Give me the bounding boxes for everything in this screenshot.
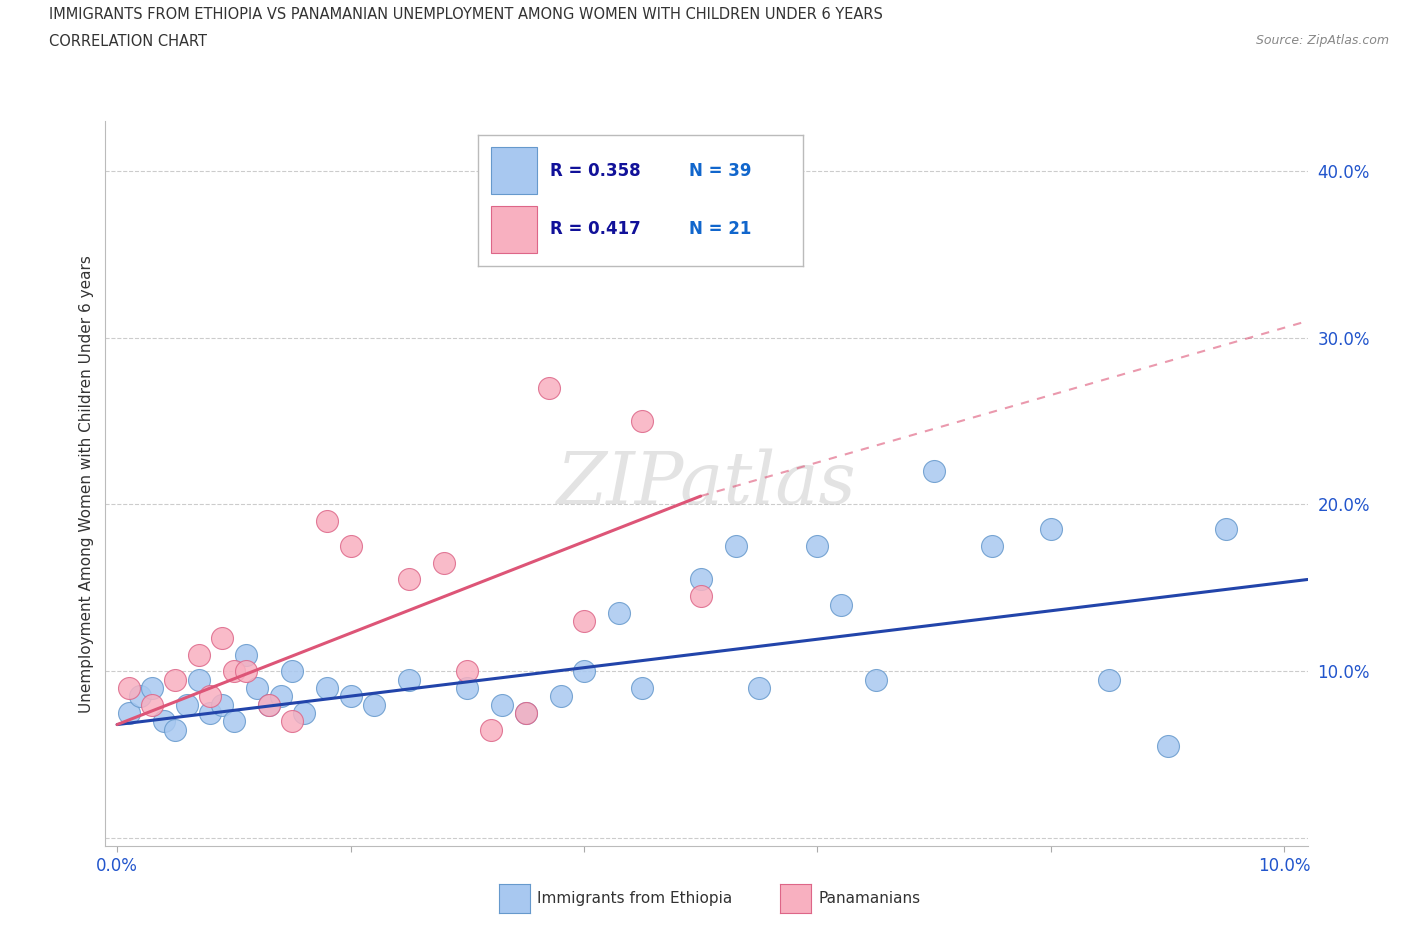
Point [165, 722, 187, 737]
Text: CORRELATION CHART: CORRELATION CHART [49, 34, 207, 49]
Point [456, 681, 478, 696]
Point [631, 681, 654, 696]
Point [572, 664, 595, 679]
Point [981, 538, 1004, 553]
Point [515, 706, 537, 721]
Point [537, 380, 560, 395]
Point [257, 698, 280, 712]
Point [339, 538, 361, 553]
Point [689, 572, 711, 587]
Point [398, 572, 420, 587]
Point [433, 555, 456, 570]
Point [339, 689, 361, 704]
Point [491, 698, 513, 712]
Point [222, 714, 245, 729]
Point [211, 698, 233, 712]
Point [292, 706, 315, 721]
Point [830, 597, 852, 612]
Point [363, 698, 385, 712]
Point [118, 681, 141, 696]
Point [748, 681, 770, 696]
Point [1156, 738, 1178, 753]
Point [257, 698, 280, 712]
Point [235, 664, 257, 679]
Point [141, 698, 163, 712]
Point [316, 513, 339, 528]
Point [187, 647, 209, 662]
Point [572, 614, 595, 629]
Point [456, 664, 478, 679]
Text: Source: ZipAtlas.com: Source: ZipAtlas.com [1256, 34, 1389, 47]
Point [246, 681, 269, 696]
Point [129, 689, 152, 704]
Point [806, 538, 828, 553]
Text: Panamanians: Panamanians [818, 891, 921, 906]
Point [187, 672, 209, 687]
Text: IMMIGRANTS FROM ETHIOPIA VS PANAMANIAN UNEMPLOYMENT AMONG WOMEN WITH CHILDREN UN: IMMIGRANTS FROM ETHIOPIA VS PANAMANIAN U… [49, 7, 883, 21]
Point [222, 664, 245, 679]
Point [118, 706, 141, 721]
Text: ZIPatlas: ZIPatlas [557, 448, 856, 519]
Point [550, 689, 572, 704]
Point [1098, 672, 1121, 687]
Point [724, 538, 747, 553]
Point [631, 414, 654, 429]
Point [865, 672, 887, 687]
Point [922, 464, 945, 479]
Point [1039, 522, 1062, 537]
Y-axis label: Unemployment Among Women with Children Under 6 years: Unemployment Among Women with Children U… [79, 255, 94, 712]
Point [316, 681, 339, 696]
Point [398, 672, 420, 687]
Text: Immigrants from Ethiopia: Immigrants from Ethiopia [537, 891, 733, 906]
Point [153, 714, 176, 729]
Point [607, 605, 630, 620]
Point [515, 706, 537, 721]
Point [235, 647, 257, 662]
Point [200, 706, 222, 721]
Point [211, 631, 233, 645]
Point [1215, 522, 1237, 537]
Point [479, 722, 502, 737]
Point [270, 689, 292, 704]
Point [689, 589, 711, 604]
Point [281, 714, 304, 729]
Point [281, 664, 304, 679]
Point [200, 689, 222, 704]
Point [165, 672, 187, 687]
Point [141, 681, 163, 696]
Point [176, 698, 198, 712]
